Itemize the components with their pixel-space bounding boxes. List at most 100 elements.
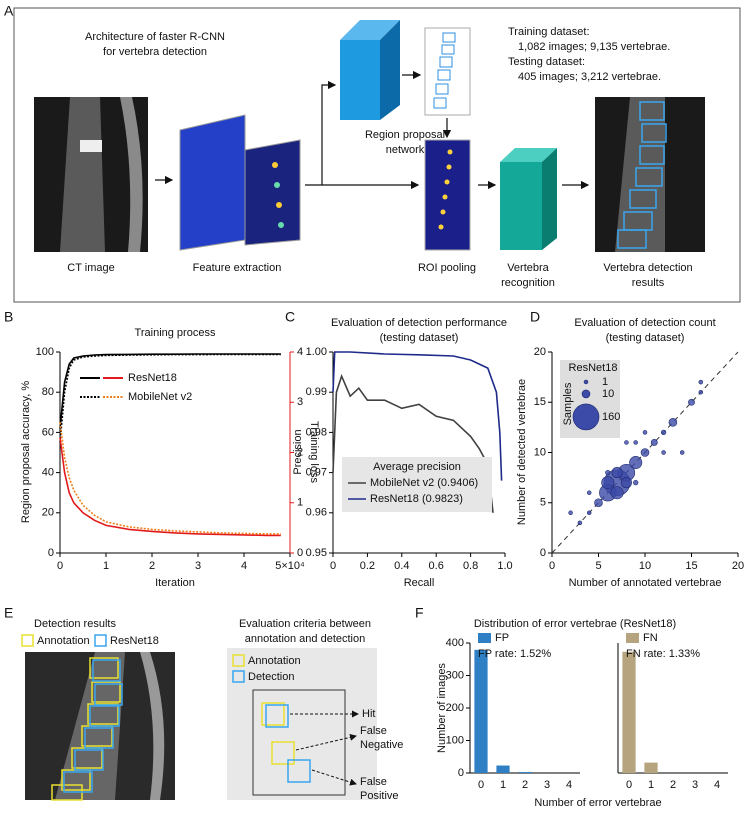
annotation-box	[261, 702, 285, 726]
y-tick-label: 0	[540, 547, 546, 559]
x-tick-label: 1.0	[497, 560, 512, 572]
step-label: results	[632, 277, 665, 289]
y-tick-label: 0.97	[306, 467, 327, 479]
outcome-label: Positive	[360, 790, 399, 802]
y-tick-label: 40	[42, 467, 54, 479]
dataset-text: 405 images; 3,212 vertebrae.	[518, 71, 661, 83]
y2-tick-label: 1	[297, 497, 303, 509]
step-label: ROI pooling	[418, 262, 476, 274]
annotation: FP rate: 1.52%	[478, 648, 551, 660]
dataset-text: Training dataset:	[508, 26, 590, 38]
x-tick-label: 5	[595, 560, 601, 572]
y-axis-label: Number of images	[436, 663, 448, 753]
legend-title: Average precision	[373, 461, 461, 473]
legend-label: ResNet18	[128, 372, 177, 384]
x-tick-label: 1	[103, 560, 109, 572]
step-label: Region proposal	[365, 129, 445, 141]
point	[586, 490, 592, 495]
legend-title: ResNet18	[569, 362, 618, 374]
y-tick-label: 400	[446, 637, 464, 649]
outcome-label: Hit	[362, 708, 375, 720]
y-axis-label: Precision	[292, 429, 304, 474]
point	[601, 476, 615, 490]
panel-a: A Architecture of faster R-CNN for verte…	[4, 3, 741, 303]
x-tick-label: 5×10⁴	[275, 560, 305, 572]
point	[577, 520, 583, 526]
y-tick-label: 60	[42, 426, 54, 438]
point	[586, 510, 592, 516]
x-tick-label: 4	[241, 560, 247, 572]
point	[698, 389, 704, 395]
y-tick-label: 20	[42, 507, 54, 519]
panel-label: C	[285, 309, 295, 325]
point	[698, 379, 704, 385]
x-tick-label: 3	[544, 779, 550, 791]
point	[679, 450, 685, 455]
chart-subtitle: (testing dataset)	[380, 332, 459, 344]
y-axis-label: Number of detected vertebrae	[516, 379, 528, 525]
step-label: recognition	[501, 277, 555, 289]
point	[633, 440, 638, 445]
bar	[644, 762, 658, 773]
detection-box	[287, 759, 311, 783]
y-tick-label: 10	[534, 446, 546, 458]
annotation: FN rate: 1.33%	[626, 648, 700, 660]
legend-swatch	[572, 403, 600, 431]
x-tick-label: 2	[149, 560, 155, 572]
y-tick-label: 100	[446, 734, 464, 746]
x-tick-label: 10	[639, 560, 651, 572]
series-line	[59, 437, 281, 537]
panel-label: E	[4, 605, 13, 621]
recognition-block	[500, 148, 557, 250]
legend-swatch	[626, 633, 639, 643]
arch-title: Architecture of faster R-CNN	[85, 31, 225, 43]
annotation-box	[271, 741, 295, 765]
x-tick-label: 3	[195, 560, 201, 572]
step-label: Feature extraction	[193, 262, 282, 274]
x-tick-label: 2	[522, 779, 528, 791]
y-tick-label: 0.96	[306, 507, 327, 519]
legend-swatch	[232, 670, 245, 683]
y-axis-label: Region proposal accuracy, %	[20, 381, 32, 523]
chart-title: Evaluation of detection count	[574, 317, 715, 329]
point	[568, 510, 573, 516]
step-label: CT image	[67, 262, 114, 274]
ct-image	[34, 97, 148, 252]
proposals	[424, 27, 471, 116]
point	[605, 469, 611, 476]
bar	[518, 772, 532, 773]
point	[594, 498, 603, 508]
panel-title: Detection results	[34, 618, 116, 630]
outcome-label: False	[360, 725, 387, 737]
legend-label: 160	[602, 411, 620, 423]
x-tick-label: 3	[692, 779, 698, 791]
x-tick-label: 4	[714, 779, 720, 791]
series-line	[332, 351, 503, 481]
y-tick-label: 20	[534, 346, 546, 358]
series-line	[332, 373, 494, 513]
legend-label: FN	[643, 632, 658, 644]
result-image	[595, 97, 705, 252]
x-axis-label: Number of annotated vertebrae	[569, 577, 722, 589]
point	[661, 450, 666, 455]
bar	[496, 765, 510, 773]
rpn-block	[340, 20, 400, 120]
y-tick-label: 0.95	[306, 547, 327, 559]
roi-map	[424, 139, 471, 251]
point	[642, 430, 648, 435]
step-label: Vertebra	[507, 262, 549, 274]
outcome-label: False	[360, 776, 387, 788]
panel-frame	[13, 7, 741, 303]
feature-maps	[179, 114, 301, 251]
chart-title: Distribution of error vertebrae (ResNet1…	[474, 618, 676, 630]
arrow	[311, 769, 357, 786]
legend-label: MobileNet v2 (0.9406)	[370, 477, 478, 489]
y-tick-label: 0	[458, 767, 464, 779]
outcome-label: Negative	[360, 739, 403, 751]
y-tick-label: 100	[36, 346, 54, 358]
legend-label: 1	[602, 376, 608, 388]
y-tick-label: 15	[534, 396, 546, 408]
x-tick-label: 20	[732, 560, 744, 572]
criteria-box	[227, 648, 377, 800]
y-tick-label: 0	[48, 547, 54, 559]
